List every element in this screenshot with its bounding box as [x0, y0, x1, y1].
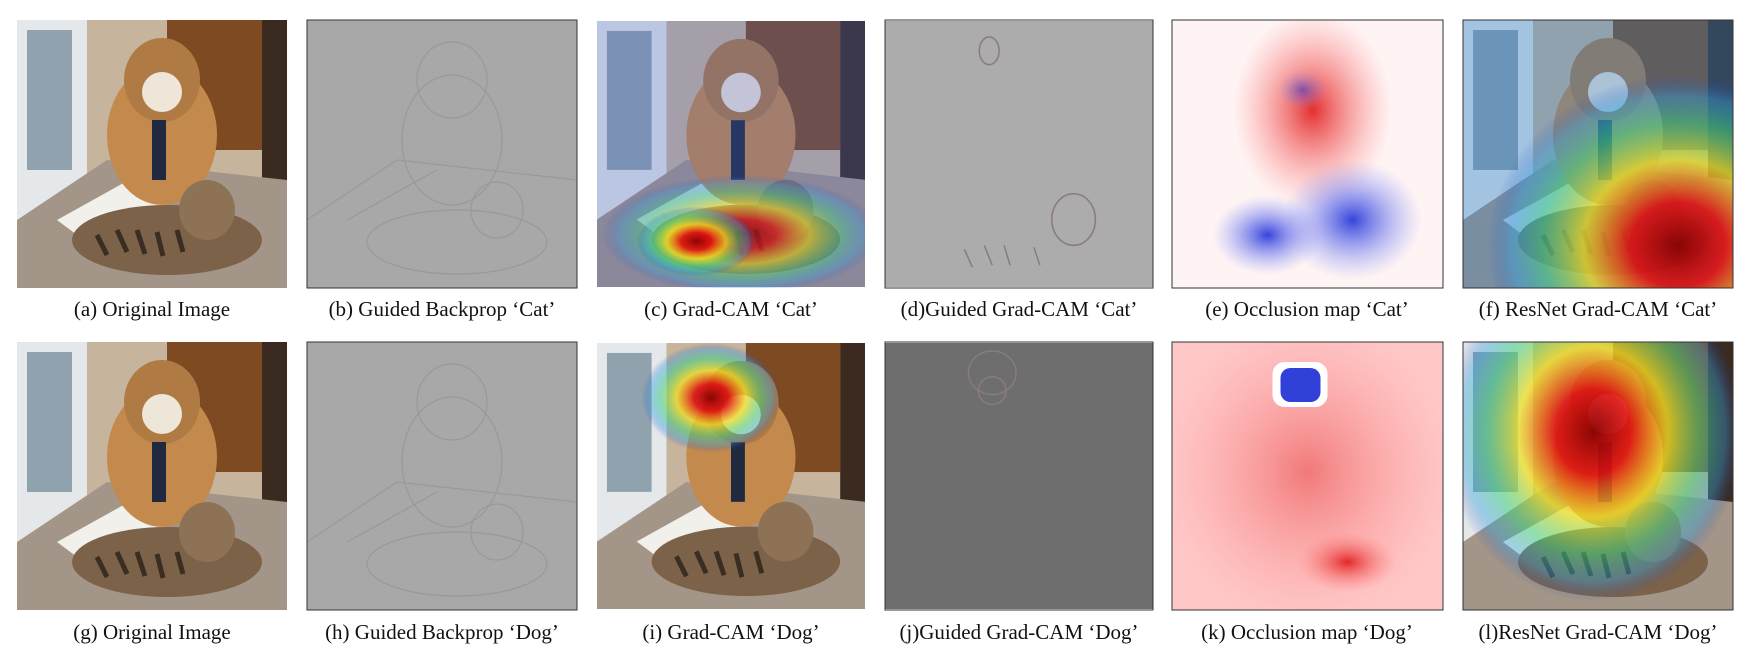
caption: (c) Grad-CAM ‘Cat’ — [644, 297, 818, 321]
panel-image — [17, 20, 287, 288]
caption: (b) Guided Backprop ‘Cat’ — [329, 297, 556, 321]
panel-image — [307, 342, 577, 610]
panel-image — [17, 342, 287, 610]
frames — [306, 19, 1734, 611]
caption: (h) Guided Backprop ‘Dog’ — [325, 620, 559, 644]
panel-image — [1463, 342, 1733, 610]
panel-image — [1463, 20, 1733, 288]
panel-image — [885, 342, 1153, 610]
panel-image — [597, 20, 865, 288]
caption: (e) Occlusion map ‘Cat’ — [1205, 297, 1409, 321]
caption: (k) Occlusion map ‘Dog’ — [1201, 620, 1413, 644]
panel-image — [307, 20, 577, 288]
caption: (f) ResNet Grad-CAM ‘Cat’ — [1479, 297, 1718, 321]
caption: (i) Grad-CAM ‘Dog’ — [642, 620, 819, 644]
panel-image — [597, 342, 865, 609]
panel-image — [885, 20, 1153, 288]
panel-image — [1172, 20, 1443, 288]
caption: (a) Original Image — [74, 297, 230, 321]
caption: (j)Guided Grad-CAM ‘Dog’ — [899, 620, 1138, 644]
caption: (l)ResNet Grad-CAM ‘Dog’ — [1478, 620, 1717, 644]
panel-image — [1172, 342, 1443, 610]
caption: (d)Guided Grad-CAM ‘Cat’ — [901, 297, 1138, 321]
caption: (g) Original Image — [73, 620, 230, 644]
